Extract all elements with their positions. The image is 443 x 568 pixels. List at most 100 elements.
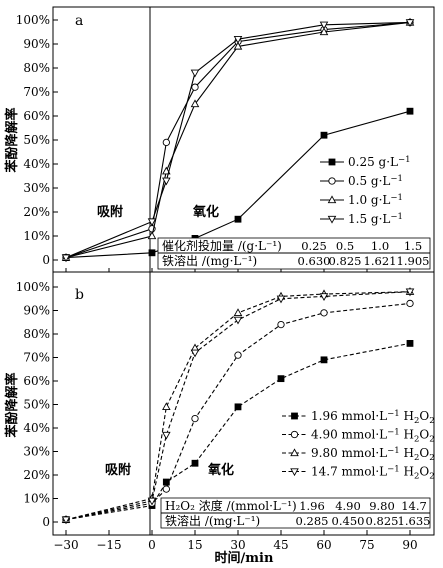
panel-b-legend-swatch-marker <box>290 468 299 477</box>
panel-b-y-tick-label: 90% <box>23 304 50 318</box>
panel-a-series-4-point <box>405 19 415 28</box>
panel-a-table-row2-v3: 1.621 <box>364 254 397 268</box>
panel-a-series-1-point <box>406 107 414 115</box>
panel-a-table-row1-v4: 1.5 <box>404 239 422 253</box>
panel-a-y-tick-label: 90% <box>23 37 50 51</box>
panel-b-series-3-line <box>65 291 411 521</box>
panel-b-label: b <box>75 287 84 303</box>
panel-a-series-1-point <box>320 131 328 139</box>
panel-b-x-tick-label: 60 <box>316 538 331 552</box>
panel-b-series-4-line <box>65 291 411 521</box>
panel-a-legend-label-3: 1.0 g·L−1 <box>348 193 403 207</box>
panel-a-series-2-point <box>191 83 199 91</box>
panel-b-y-tick-label: 80% <box>23 327 50 341</box>
panel-b-series-3-point <box>233 308 243 317</box>
panel-b-table-row1-v2: 4.90 <box>335 499 361 513</box>
panel-b-y-ticks: 0 10% 20% 30% 40% 50% 60% 70% 80% 90% 100% <box>16 280 58 529</box>
panel-a-series-3-point <box>319 27 329 36</box>
panel-b-y-tick-label: 0 <box>42 515 50 529</box>
panel-b-x-tick-label: 0 <box>148 538 156 552</box>
panel-b-x-tick-label: −30 <box>53 538 78 552</box>
panel-b-series-2-line <box>65 302 411 521</box>
panel-a-y-tick-label: 40% <box>23 157 50 171</box>
panel-a-y-tick-label: 30% <box>23 181 50 195</box>
panel-a-y-tick-label: 50% <box>23 133 50 147</box>
panel-a-table-row2-label: 铁溶出 /(mg·L⁻¹) <box>162 253 257 268</box>
panel-b-table-row2-v4: 1.635 <box>398 514 431 528</box>
panel-b-y-tick-label: 30% <box>23 445 50 459</box>
panel-b-table-row2-v1: 0.285 <box>296 514 329 528</box>
panel-b-series-4-point <box>190 349 200 358</box>
panel-a-frame <box>52 6 435 273</box>
panel-a-series-1-point <box>148 249 156 257</box>
panel-b-table-row2-label: 铁溶出 /(mg·L⁻¹) <box>165 513 260 528</box>
panel-a-series-3-point <box>190 99 200 108</box>
panel-b-series-1-point <box>277 375 285 383</box>
panel-b-series-4-point <box>61 516 71 525</box>
panel-a-series-3-point <box>147 231 157 240</box>
panel-b-table-row1-v1: 1.96 <box>299 499 325 513</box>
panel-a-series-4-point <box>319 21 329 30</box>
panel-b-legend-label-1: 1.96 mmol·L−1 H2O2 <box>311 409 435 426</box>
panel-b-series-2-point <box>234 351 242 359</box>
panel-a-legend-swatch-marker <box>327 195 337 204</box>
panel-a-y-tick-label: 100% <box>16 13 50 27</box>
panel-b-series-2-point <box>191 414 199 423</box>
panel-a-label: a <box>75 13 83 29</box>
panel-a-y-tick-label: 20% <box>23 205 50 219</box>
panel-a-legend-label-2: 0.5 g·L−1 <box>348 174 403 188</box>
panel-b-series-4-point <box>147 497 157 506</box>
panel-b-y-tick-label: 40% <box>23 421 50 435</box>
panel-b-series <box>61 287 415 525</box>
panel-a-series-4-point <box>190 69 200 78</box>
panel-b-series-4-point <box>162 431 171 440</box>
panel-b-legend-label-3: 9.80 mmol·L−1 H2O2 <box>311 446 435 463</box>
panel-b-y-tick-label: 60% <box>23 374 50 388</box>
panel-a-y-tick-label: 10% <box>23 229 50 243</box>
panel-a-series-1-point <box>234 215 242 223</box>
panel-b-y-tick-label: 70% <box>23 351 50 365</box>
panel-b-series-1-point <box>234 403 242 411</box>
panel-b-legend-label-4: 14.7 mmol·L−1 H2O2 <box>311 465 435 482</box>
panel-b-x-axis-label: 时间/min <box>215 550 274 566</box>
panel-b-region-adsorption: 吸附 <box>105 462 131 478</box>
panel-b-x-ticks: −30 −15 0 15 30 45 60 75 90 <box>53 530 418 552</box>
panel-a-legend-swatch-marker <box>328 158 336 166</box>
panel-b-table: H₂O₂ 浓度 /(mmol·L⁻¹) 1.96 4.90 9.80 14.7 … <box>160 497 431 529</box>
panel-b-series-3-point <box>162 402 171 411</box>
panel-b-legend-swatch-marker <box>290 430 299 439</box>
panel-b-table-row2-v3: 0.825 <box>366 514 399 528</box>
panel-b-y-tick-label: 50% <box>23 398 50 412</box>
panel-a-table-row1-v2: 0.5 <box>336 239 354 253</box>
panel-b-y-tick-label: 10% <box>23 492 50 506</box>
panel-b-series-2-point <box>277 320 285 329</box>
panel-b-legend-label-2: 4.90 mmol·L−1 H2O2 <box>311 428 435 445</box>
panel-a-legend-swatch-marker <box>327 215 337 224</box>
panel-b-series-4-point <box>276 295 286 304</box>
panel-a-table-row1-label: 催化剂投加量 /(g·L⁻¹) <box>162 238 282 253</box>
panel-a-table-row2-v4: 1.905 <box>397 254 430 268</box>
panel-a-region-adsorption: 吸附 <box>97 204 123 220</box>
panel-a-series-3-point <box>233 41 243 50</box>
panel-b-x-tick-label: 45 <box>273 538 288 552</box>
panel-b-x-tick-label: 75 <box>359 538 374 552</box>
panel-b-series-1-point <box>191 459 199 467</box>
panel-a-series-4-point <box>147 218 157 227</box>
panel-b-frame <box>52 271 435 536</box>
panel-a-y-tick-label: 60% <box>23 109 50 123</box>
panel-b-y-tick-label: 100% <box>16 280 50 294</box>
panel-a-y-tick-label: 80% <box>23 61 50 75</box>
panel-a-series-2-point <box>162 138 170 147</box>
panel-b-x-tick-label: −15 <box>96 538 121 552</box>
panel-b-series-2-point <box>406 299 414 308</box>
panel-a-region-oxidation: 氧化 <box>192 204 219 220</box>
panel-b-series-1-point <box>406 339 414 347</box>
panel-b-y-tick-label: 20% <box>23 468 50 482</box>
panel-b-series-1-point <box>320 356 328 364</box>
panel-a-legend-label-4: 1.5 g·L−1 <box>348 212 403 226</box>
panel-a-y-axis-label: 苯酚降解率 <box>4 107 20 173</box>
panel-b-legend-swatch-marker <box>290 448 299 457</box>
panel-a-y-tick-label: 70% <box>23 85 50 99</box>
panel-b-y-axis-label: 苯酚降解率 <box>4 372 20 438</box>
